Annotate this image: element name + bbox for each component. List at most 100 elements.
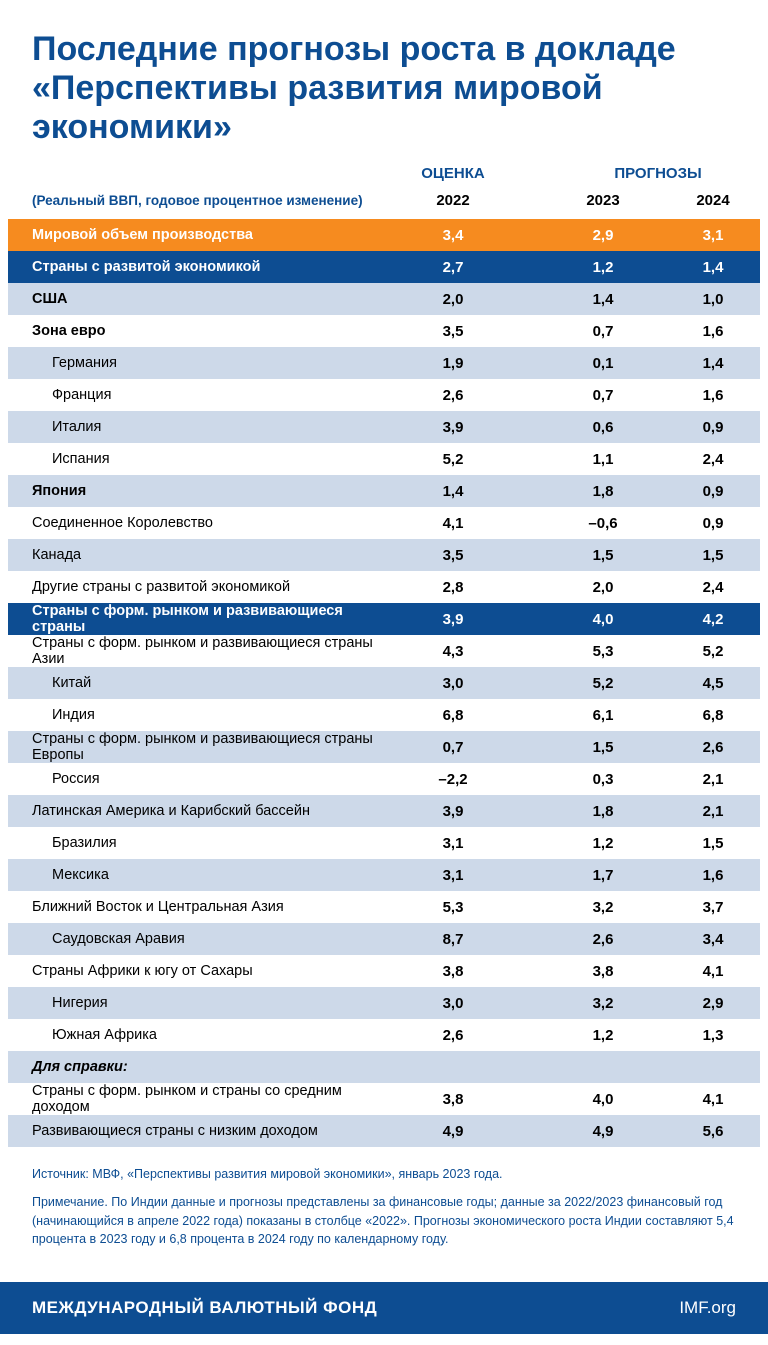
value-2022: 3,9 bbox=[398, 419, 508, 436]
value-2024: 1,6 bbox=[658, 323, 768, 340]
value-2024: 0,9 bbox=[658, 419, 768, 436]
value-2023: 4,0 bbox=[548, 1091, 658, 1108]
table-row: Нигерия3,03,22,9 bbox=[8, 987, 760, 1019]
value-2024: 4,1 bbox=[658, 963, 768, 980]
row-label: Россия bbox=[8, 771, 398, 787]
value-2024: 4,1 bbox=[658, 1091, 768, 1108]
value-2022: 3,5 bbox=[398, 323, 508, 340]
value-2022: 3,1 bbox=[398, 835, 508, 852]
row-label: США bbox=[8, 291, 398, 307]
value-2023: 1,2 bbox=[548, 1027, 658, 1044]
table-row: Германия1,90,11,4 bbox=[8, 347, 760, 379]
value-2022: 2,6 bbox=[398, 1027, 508, 1044]
value-2022: 2,8 bbox=[398, 579, 508, 596]
value-2024: 4,5 bbox=[658, 675, 768, 692]
row-label: Мировой объем производства bbox=[8, 227, 398, 243]
value-2023: 1,2 bbox=[548, 259, 658, 276]
header-estimate: ОЦЕНКА bbox=[398, 165, 508, 182]
value-2022: 4,3 bbox=[398, 643, 508, 660]
value-2023: 0,6 bbox=[548, 419, 658, 436]
table-row: Франция2,60,71,6 bbox=[8, 379, 760, 411]
row-label: Индия bbox=[8, 707, 398, 723]
value-2024: 3,4 bbox=[658, 931, 768, 948]
value-2024: 5,6 bbox=[658, 1123, 768, 1140]
infographic-container: Последние прогнозы роста в докладе «Перс… bbox=[0, 0, 768, 1334]
value-2023: 1,1 bbox=[548, 451, 658, 468]
value-2024: 4,2 bbox=[658, 611, 768, 628]
value-2023: 0,3 bbox=[548, 771, 658, 788]
table-row: Страны с форм. рынком и развивающиеся ст… bbox=[8, 603, 760, 635]
table-row: Саудовская Аравия8,72,63,4 bbox=[8, 923, 760, 955]
table-row: Соединенное Королевство4,1–0,60,9 bbox=[8, 507, 760, 539]
row-label: Южная Африка bbox=[8, 1027, 398, 1043]
table-row: Испания5,21,12,4 bbox=[8, 443, 760, 475]
value-2024: 2,1 bbox=[658, 771, 768, 788]
row-label: Страны с форм. рынком и страны со средни… bbox=[8, 1083, 398, 1115]
table-row: Россия–2,20,32,1 bbox=[8, 763, 760, 795]
table-row: Развивающиеся страны с низким доходом4,9… bbox=[8, 1115, 760, 1147]
value-2024: 2,4 bbox=[658, 579, 768, 596]
row-label: Страны с форм. рынком и развивающиеся ст… bbox=[8, 603, 398, 635]
method-note: Примечание. По Индии данные и прогнозы п… bbox=[32, 1193, 736, 1247]
value-2024: 3,1 bbox=[658, 227, 768, 244]
value-2022: 6,8 bbox=[398, 707, 508, 724]
year-header-row: (Реальный ВВП, годовое процентное измене… bbox=[0, 182, 768, 219]
table-row: Бразилия3,11,21,5 bbox=[8, 827, 760, 859]
value-2024: 1,3 bbox=[658, 1027, 768, 1044]
row-label: Страны Африки к югу от Сахары bbox=[8, 963, 398, 979]
value-2023: 1,4 bbox=[548, 291, 658, 308]
value-2023: 1,8 bbox=[548, 803, 658, 820]
value-2024: 1,5 bbox=[658, 547, 768, 564]
row-label: Зона евро bbox=[8, 323, 398, 339]
value-2023: 4,0 bbox=[548, 611, 658, 628]
row-label: Канада bbox=[8, 547, 398, 563]
footer-org: МЕЖДУНАРОДНЫЙ ВАЛЮТНЫЙ ФОНД bbox=[32, 1298, 377, 1318]
row-label: Бразилия bbox=[8, 835, 398, 851]
value-2023: 2,6 bbox=[548, 931, 658, 948]
value-2024: 1,5 bbox=[658, 835, 768, 852]
value-2022: 2,7 bbox=[398, 259, 508, 276]
row-label: Япония bbox=[8, 483, 398, 499]
value-2024: 1,0 bbox=[658, 291, 768, 308]
value-2023: 1,2 bbox=[548, 835, 658, 852]
value-2022: 3,9 bbox=[398, 803, 508, 820]
row-label: Соединенное Королевство bbox=[8, 515, 398, 531]
value-2024: 1,4 bbox=[658, 259, 768, 276]
header-forecast: ПРОГНОЗЫ bbox=[548, 165, 768, 182]
row-label: Италия bbox=[8, 419, 398, 435]
year-2022: 2022 bbox=[398, 192, 508, 209]
value-2023: 3,2 bbox=[548, 995, 658, 1012]
value-2024: 2,9 bbox=[658, 995, 768, 1012]
value-2022: 8,7 bbox=[398, 931, 508, 948]
table-row: Мексика3,11,71,6 bbox=[8, 859, 760, 891]
value-2022: 0,7 bbox=[398, 739, 508, 756]
row-label: Страны с форм. рынком и развивающиеся ст… bbox=[8, 731, 398, 763]
value-2023: –0,6 bbox=[548, 515, 658, 532]
table-row: Другие страны с развитой экономикой2,82,… bbox=[8, 571, 760, 603]
value-2022: 2,0 bbox=[398, 291, 508, 308]
value-2022: 3,9 bbox=[398, 611, 508, 628]
table-row: Зона евро3,50,71,6 bbox=[8, 315, 760, 347]
value-2023: 1,5 bbox=[548, 739, 658, 756]
value-2024: 1,4 bbox=[658, 355, 768, 372]
table-row: Канада3,51,51,5 bbox=[8, 539, 760, 571]
value-2023: 1,7 bbox=[548, 867, 658, 884]
value-2024: 2,1 bbox=[658, 803, 768, 820]
value-2022: 5,2 bbox=[398, 451, 508, 468]
value-2023: 1,8 bbox=[548, 483, 658, 500]
value-2023: 5,2 bbox=[548, 675, 658, 692]
value-2024: 1,6 bbox=[658, 867, 768, 884]
table-row: Страны с форм. рынком и развивающиеся ст… bbox=[8, 635, 760, 667]
value-2022: –2,2 bbox=[398, 771, 508, 788]
value-2022: 1,9 bbox=[398, 355, 508, 372]
year-2023: 2023 bbox=[548, 192, 658, 209]
footer-url: IMF.org bbox=[679, 1298, 736, 1318]
table-row: Ближний Восток и Центральная Азия5,33,23… bbox=[8, 891, 760, 923]
table-row: Китай3,05,24,5 bbox=[8, 667, 760, 699]
source-note: Источник: МВФ, «Перспективы развития мир… bbox=[32, 1165, 736, 1183]
table-row: Италия3,90,60,9 bbox=[8, 411, 760, 443]
notes-section: Источник: МВФ, «Перспективы развития мир… bbox=[0, 1147, 768, 1278]
row-label: Страны с развитой экономикой bbox=[8, 259, 398, 275]
table-row: Страны с форм. рынком и страны со средни… bbox=[8, 1083, 760, 1115]
value-2024: 2,6 bbox=[658, 739, 768, 756]
